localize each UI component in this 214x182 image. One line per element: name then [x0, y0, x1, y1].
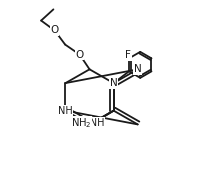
Text: NH: NH — [58, 106, 73, 116]
Text: iNH: iNH — [87, 118, 104, 128]
Text: N: N — [134, 64, 142, 74]
Text: F: F — [125, 50, 131, 60]
Text: N: N — [110, 78, 117, 88]
Text: NH$_2$: NH$_2$ — [71, 116, 91, 130]
Text: O: O — [76, 50, 84, 60]
Text: O: O — [51, 25, 59, 35]
